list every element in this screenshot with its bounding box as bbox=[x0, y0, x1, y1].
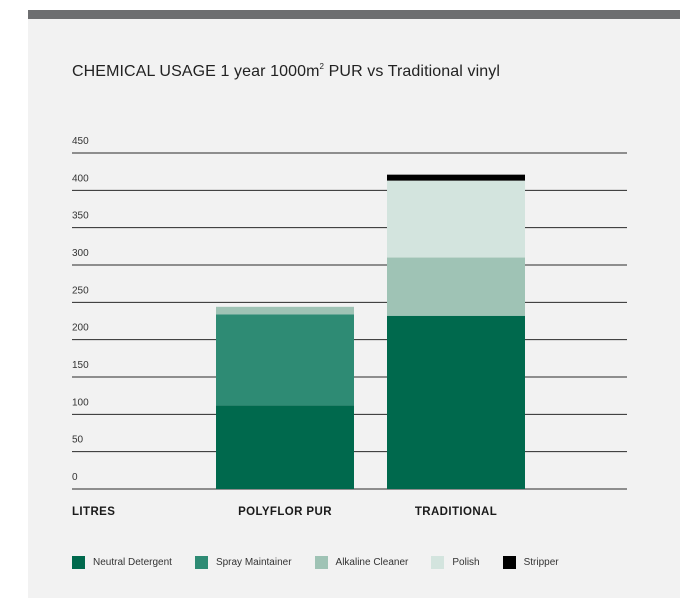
legend-item: Neutral Detergent bbox=[72, 556, 172, 569]
bar-segment bbox=[216, 405, 354, 489]
bar-segment bbox=[216, 314, 354, 406]
chart-card bbox=[28, 10, 680, 598]
bar-segment bbox=[387, 257, 525, 316]
y-tick-label: 150 bbox=[72, 360, 89, 371]
legend-item: Polish bbox=[431, 556, 480, 569]
y-tick-label: 300 bbox=[72, 248, 89, 259]
legend-label: Polish bbox=[452, 557, 480, 568]
legend-label: Neutral Detergent bbox=[93, 557, 172, 568]
y-tick-label: 250 bbox=[72, 285, 89, 296]
y-tick-label: 100 bbox=[72, 397, 89, 408]
legend-label: Stripper bbox=[523, 557, 559, 568]
y-tick-label: 350 bbox=[72, 211, 89, 222]
legend-label: Alkaline Cleaner bbox=[335, 557, 409, 568]
legend-item: Spray Maintainer bbox=[194, 556, 292, 569]
legend-item: Alkaline Cleaner bbox=[314, 556, 409, 569]
category-label: TRADITIONAL bbox=[415, 506, 497, 518]
legend-item: Stripper bbox=[502, 556, 559, 569]
y-tick-label: 50 bbox=[72, 435, 84, 446]
y-tick-label: 450 bbox=[72, 136, 89, 147]
y-tick-label: 0 bbox=[72, 472, 78, 483]
y-axis-label: LITRES bbox=[72, 506, 115, 518]
bar-segment bbox=[387, 315, 525, 489]
legend-swatch bbox=[502, 556, 516, 569]
y-tick-label: 400 bbox=[72, 173, 89, 184]
legend-swatch bbox=[194, 556, 208, 569]
legend-swatch bbox=[72, 556, 85, 569]
y-tick-label: 200 bbox=[72, 323, 89, 334]
bar-segment bbox=[387, 180, 525, 258]
header-bar bbox=[28, 10, 680, 19]
legend-swatch bbox=[314, 556, 328, 569]
legend-swatch bbox=[431, 556, 445, 569]
legend-label: Spray Maintainer bbox=[215, 557, 292, 568]
chart-legend: Neutral Detergent Spray Maintainer Alkalin… bbox=[72, 556, 582, 569]
bar-segment bbox=[387, 174, 525, 181]
chart-title: CHEMICAL USAGE 1 year 1000m2 PUR vs Trad… bbox=[72, 62, 500, 80]
bar-segment bbox=[216, 306, 354, 315]
category-label: POLYFLOR PUR bbox=[238, 506, 332, 518]
